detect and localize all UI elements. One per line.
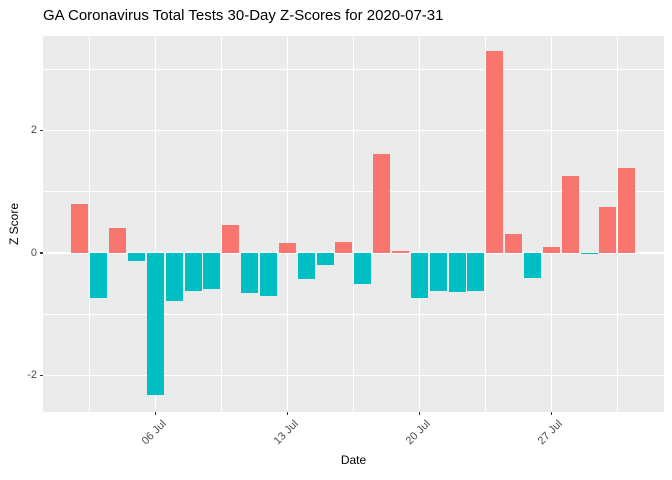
bar xyxy=(486,50,504,253)
x-axis-title: Date xyxy=(340,453,367,467)
bar xyxy=(165,253,183,301)
bar xyxy=(241,253,259,293)
bar xyxy=(146,253,164,395)
plot-panel xyxy=(43,36,664,412)
chart-title: GA Coronavirus Total Tests 30-Day Z-Scor… xyxy=(43,7,444,24)
bar xyxy=(448,253,466,293)
x-tick-mark xyxy=(550,412,552,415)
bar xyxy=(335,241,353,253)
bar xyxy=(354,253,372,284)
x-tick-label: 27 Jul xyxy=(535,418,565,448)
bar xyxy=(259,253,277,296)
bar xyxy=(222,224,240,253)
x-tick-label: 20 Jul xyxy=(403,418,433,448)
bar xyxy=(203,253,221,289)
gridline-vertical-major xyxy=(418,36,420,412)
bar xyxy=(373,153,391,253)
bar xyxy=(410,253,428,298)
bar xyxy=(561,175,579,253)
y-tick-label: 0 xyxy=(30,246,37,259)
gridline-vertical-minor xyxy=(88,36,90,412)
bar xyxy=(297,253,315,279)
bar xyxy=(542,246,560,253)
bar xyxy=(391,250,409,253)
y-axis-title: Z Score xyxy=(7,202,21,246)
y-tick-label: -2 xyxy=(27,369,37,382)
x-tick-label: 13 Jul xyxy=(271,418,301,448)
y-tick-mark xyxy=(40,129,43,131)
bar xyxy=(429,253,447,291)
x-tick-mark xyxy=(286,412,288,415)
x-tick-mark xyxy=(154,412,156,415)
gridline-vertical-minor xyxy=(616,36,618,412)
y-tick-mark xyxy=(40,252,43,254)
bar xyxy=(109,228,127,253)
x-tick-mark xyxy=(418,412,420,415)
bar xyxy=(505,233,523,253)
bar xyxy=(71,203,89,253)
bar xyxy=(580,253,598,255)
gridline-vertical-major xyxy=(154,36,156,412)
y-tick-mark xyxy=(40,375,43,377)
bar xyxy=(184,253,202,291)
gridline-vertical-major xyxy=(286,36,288,412)
gridline-vertical-minor xyxy=(352,36,354,412)
y-tick-label: 2 xyxy=(30,123,37,136)
bar xyxy=(523,253,541,279)
bar xyxy=(467,253,485,291)
gridline-vertical-major xyxy=(550,36,552,412)
bar xyxy=(316,253,334,265)
gridline-vertical-minor xyxy=(220,36,222,412)
gridline-vertical-minor xyxy=(484,36,486,412)
x-tick-label: 06 Jul xyxy=(139,418,169,448)
bar xyxy=(599,207,617,253)
bar xyxy=(278,242,296,253)
bar xyxy=(618,168,636,253)
bar xyxy=(90,253,108,299)
bar xyxy=(127,253,145,261)
